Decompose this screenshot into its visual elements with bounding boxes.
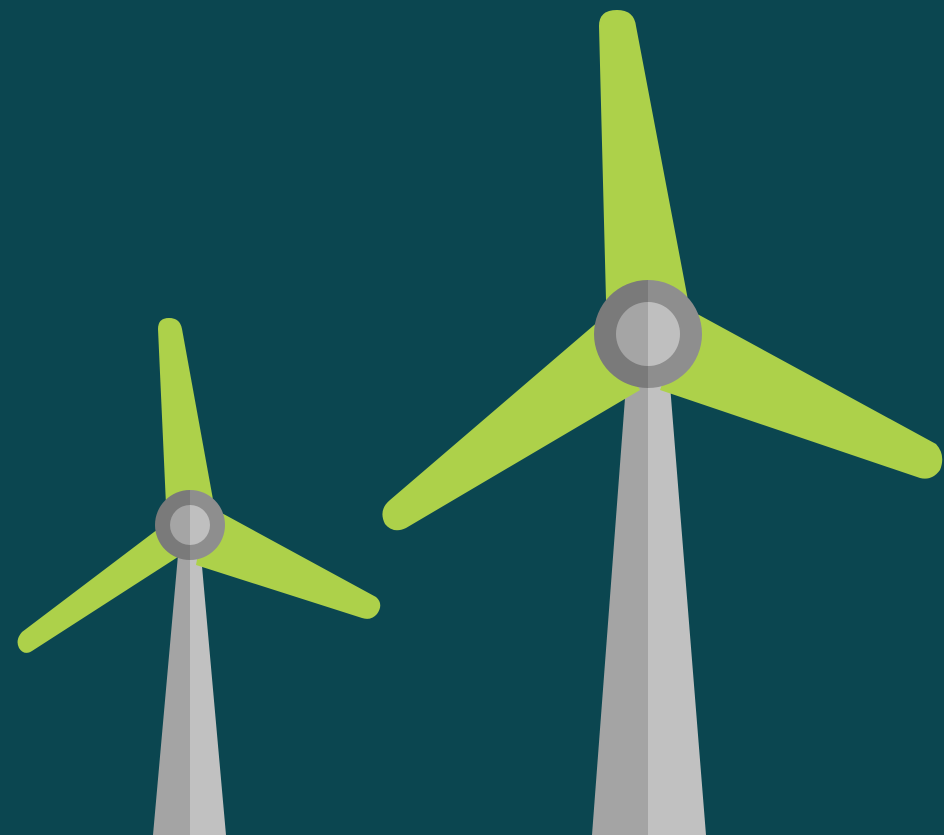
tower [153,555,226,835]
hub [155,490,225,560]
tower [592,385,706,835]
blades [382,10,943,531]
hub [594,280,702,388]
large-wind-turbine-icon [382,10,943,835]
blades [17,318,381,653]
small-wind-turbine-icon [17,318,381,835]
